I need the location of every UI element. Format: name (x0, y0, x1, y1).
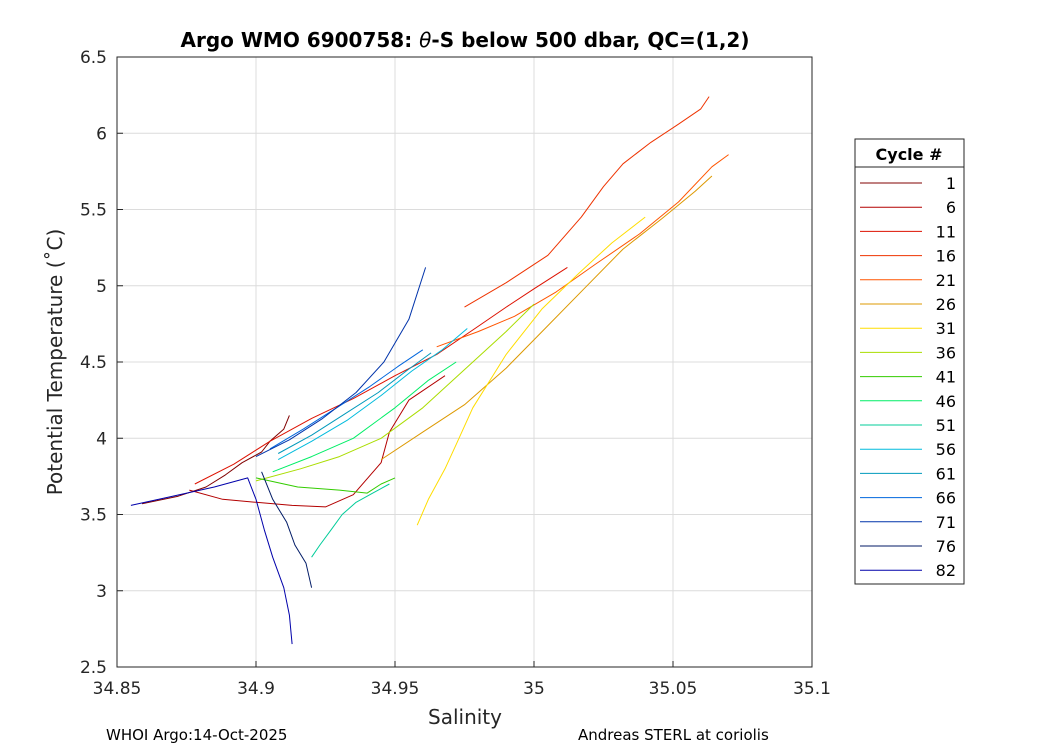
series-line-cycle-56 (277, 328, 468, 461)
series-line-cycle-71 (255, 267, 427, 458)
legend-label-cycle-31: 31 (936, 319, 956, 338)
legend-label-cycle-1: 1 (946, 174, 956, 193)
series-line-cycle-51 (311, 483, 390, 558)
series-lines (130, 96, 729, 645)
legend-label-cycle-36: 36 (936, 343, 956, 362)
y-tick-label: 4 (96, 429, 107, 449)
legend-label-cycle-61: 61 (936, 464, 956, 483)
y-tick-label: 6 (96, 124, 107, 144)
x-tick-label: 35.1 (793, 679, 831, 699)
y-tick-label: 3 (96, 582, 107, 602)
axes-box (116, 56, 813, 668)
series-line-cycle-26 (380, 175, 713, 461)
legend-label-cycle-51: 51 (936, 416, 956, 435)
legend-box (854, 138, 965, 585)
legend-label-cycle-82: 82 (936, 561, 956, 580)
x-tick-label: 34.85 (93, 679, 142, 699)
y-tick-label: 6.5 (80, 48, 107, 68)
legend-label-cycle-26: 26 (936, 295, 956, 314)
x-tick-label: 34.9 (237, 679, 275, 699)
footer-credit-left: WHOI Argo:14-Oct-2025 (106, 726, 288, 744)
x-tick-labels: 34.85 34.9 34.95 35 35.05 35.1 (93, 679, 831, 699)
x-tick-label: 35.05 (649, 679, 698, 699)
x-tick-label: 35 (523, 679, 545, 699)
legend-label-cycle-21: 21 (936, 271, 956, 290)
series-line-cycle-82 (130, 477, 293, 645)
legend-label-cycle-16: 16 (936, 247, 956, 266)
x-tick-label: 34.95 (371, 679, 420, 699)
series-line-cycle-76 (261, 471, 313, 588)
series-line-cycle-11 (194, 266, 568, 485)
y-tick-labels: 2.5 3 3.5 4 4.5 5 5.5 6 6.5 (80, 48, 107, 678)
legend-label-cycle-76: 76 (936, 537, 956, 556)
legend-label-cycle-71: 71 (936, 513, 956, 532)
series-line-cycle-1 (141, 415, 290, 505)
y-axis-label: Potential Temperature (˚C) (43, 229, 67, 496)
legend-label-cycle-46: 46 (936, 392, 956, 411)
series-line-cycle-31 (416, 216, 646, 526)
grid (116, 56, 813, 668)
series-line-cycle-41 (255, 477, 396, 494)
y-tick-label: 5 (96, 277, 107, 297)
legend-label-cycle-6: 6 (946, 198, 956, 217)
legend-title: Cycle # (876, 145, 943, 164)
legend-label-cycle-41: 41 (936, 368, 956, 387)
legend-label-cycle-56: 56 (936, 440, 956, 459)
legend-label-cycle-11: 11 (936, 222, 956, 241)
y-tick-label: 4.5 (80, 353, 107, 373)
series-line-cycle-16 (464, 96, 710, 308)
y-tick-label: 5.5 (80, 201, 107, 221)
series-line-cycle-61 (277, 352, 432, 454)
chart-title: Argo WMO 6900758: θ-S below 500 dbar, QC… (181, 28, 750, 52)
legend-label-cycle-66: 66 (936, 489, 956, 508)
y-tick-label: 3.5 (80, 506, 107, 526)
x-axis-label: Salinity (428, 705, 502, 729)
series-line-cycle-21 (436, 154, 729, 348)
series-line-cycle-46 (272, 361, 457, 473)
y-tick-label: 2.5 (80, 658, 107, 678)
series-line-cycle-66 (269, 349, 424, 450)
series-line-cycle-6 (189, 375, 446, 508)
series-line-cycle-36 (255, 303, 535, 482)
footer-credit-right: Andreas STERL at coriolis (578, 726, 769, 744)
